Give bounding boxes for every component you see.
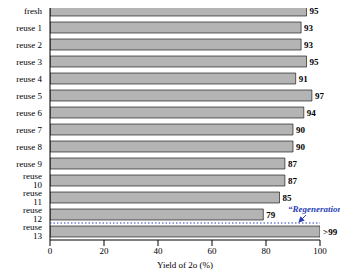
- html-text:reuse: reuse: [23, 205, 42, 216]
- svg-text:reuse 3: reuse 3: [16, 57, 42, 67]
- html-text:reuse: reuse: [23, 188, 42, 199]
- svg-text:97: 97: [315, 91, 325, 101]
- svg-text:20: 20: [100, 246, 110, 256]
- svg-text:0: 0: [48, 246, 53, 256]
- svg-text:100: 100: [313, 246, 327, 256]
- svg-text:reuse13: reuse13: [23, 222, 43, 241]
- svg-text:95: 95: [310, 57, 320, 67]
- svg-text:87: 87: [288, 176, 298, 186]
- svg-text:85: 85: [283, 193, 293, 203]
- svg-text:reuse 9: reuse 9: [16, 159, 42, 169]
- svg-text:reuse 4: reuse 4: [16, 74, 42, 84]
- svg-text:fresh: fresh: [24, 8, 42, 16]
- html-text:11: 11: [33, 197, 42, 208]
- svg-text:94: 94: [307, 108, 317, 118]
- svg-text:90: 90: [296, 142, 306, 152]
- svg-text:60: 60: [208, 246, 218, 256]
- svg-text:reuse 5: reuse 5: [16, 91, 42, 101]
- svg-text:80: 80: [262, 246, 272, 256]
- svg-text:“Regeneration”: “Regeneration”: [288, 204, 340, 214]
- svg-text:87: 87: [288, 159, 298, 169]
- svg-text:93: 93: [304, 23, 314, 33]
- svg-text:91: 91: [299, 74, 309, 84]
- svg-text:>99: >99: [323, 227, 338, 237]
- html-text:reuse: reuse: [23, 171, 42, 182]
- svg-text:40: 40: [154, 246, 164, 256]
- svg-text:79: 79: [266, 210, 276, 220]
- svg-text:reuse 1: reuse 1: [16, 23, 42, 33]
- svg-text:reuse 8: reuse 8: [16, 142, 42, 152]
- html-text:12: 12: [33, 214, 42, 225]
- svg-text:93: 93: [304, 40, 314, 50]
- svg-text:reuse 6: reuse 6: [16, 108, 42, 118]
- svg-text:90: 90: [296, 125, 306, 135]
- svg-text:Yield of 2o (%): Yield of 2o (%): [157, 260, 213, 270]
- html-text:10: 10: [33, 180, 42, 191]
- svg-text:reuse 2: reuse 2: [16, 40, 42, 50]
- svg-text:95: 95: [310, 8, 320, 16]
- svg-text:reuse 7: reuse 7: [16, 125, 42, 135]
